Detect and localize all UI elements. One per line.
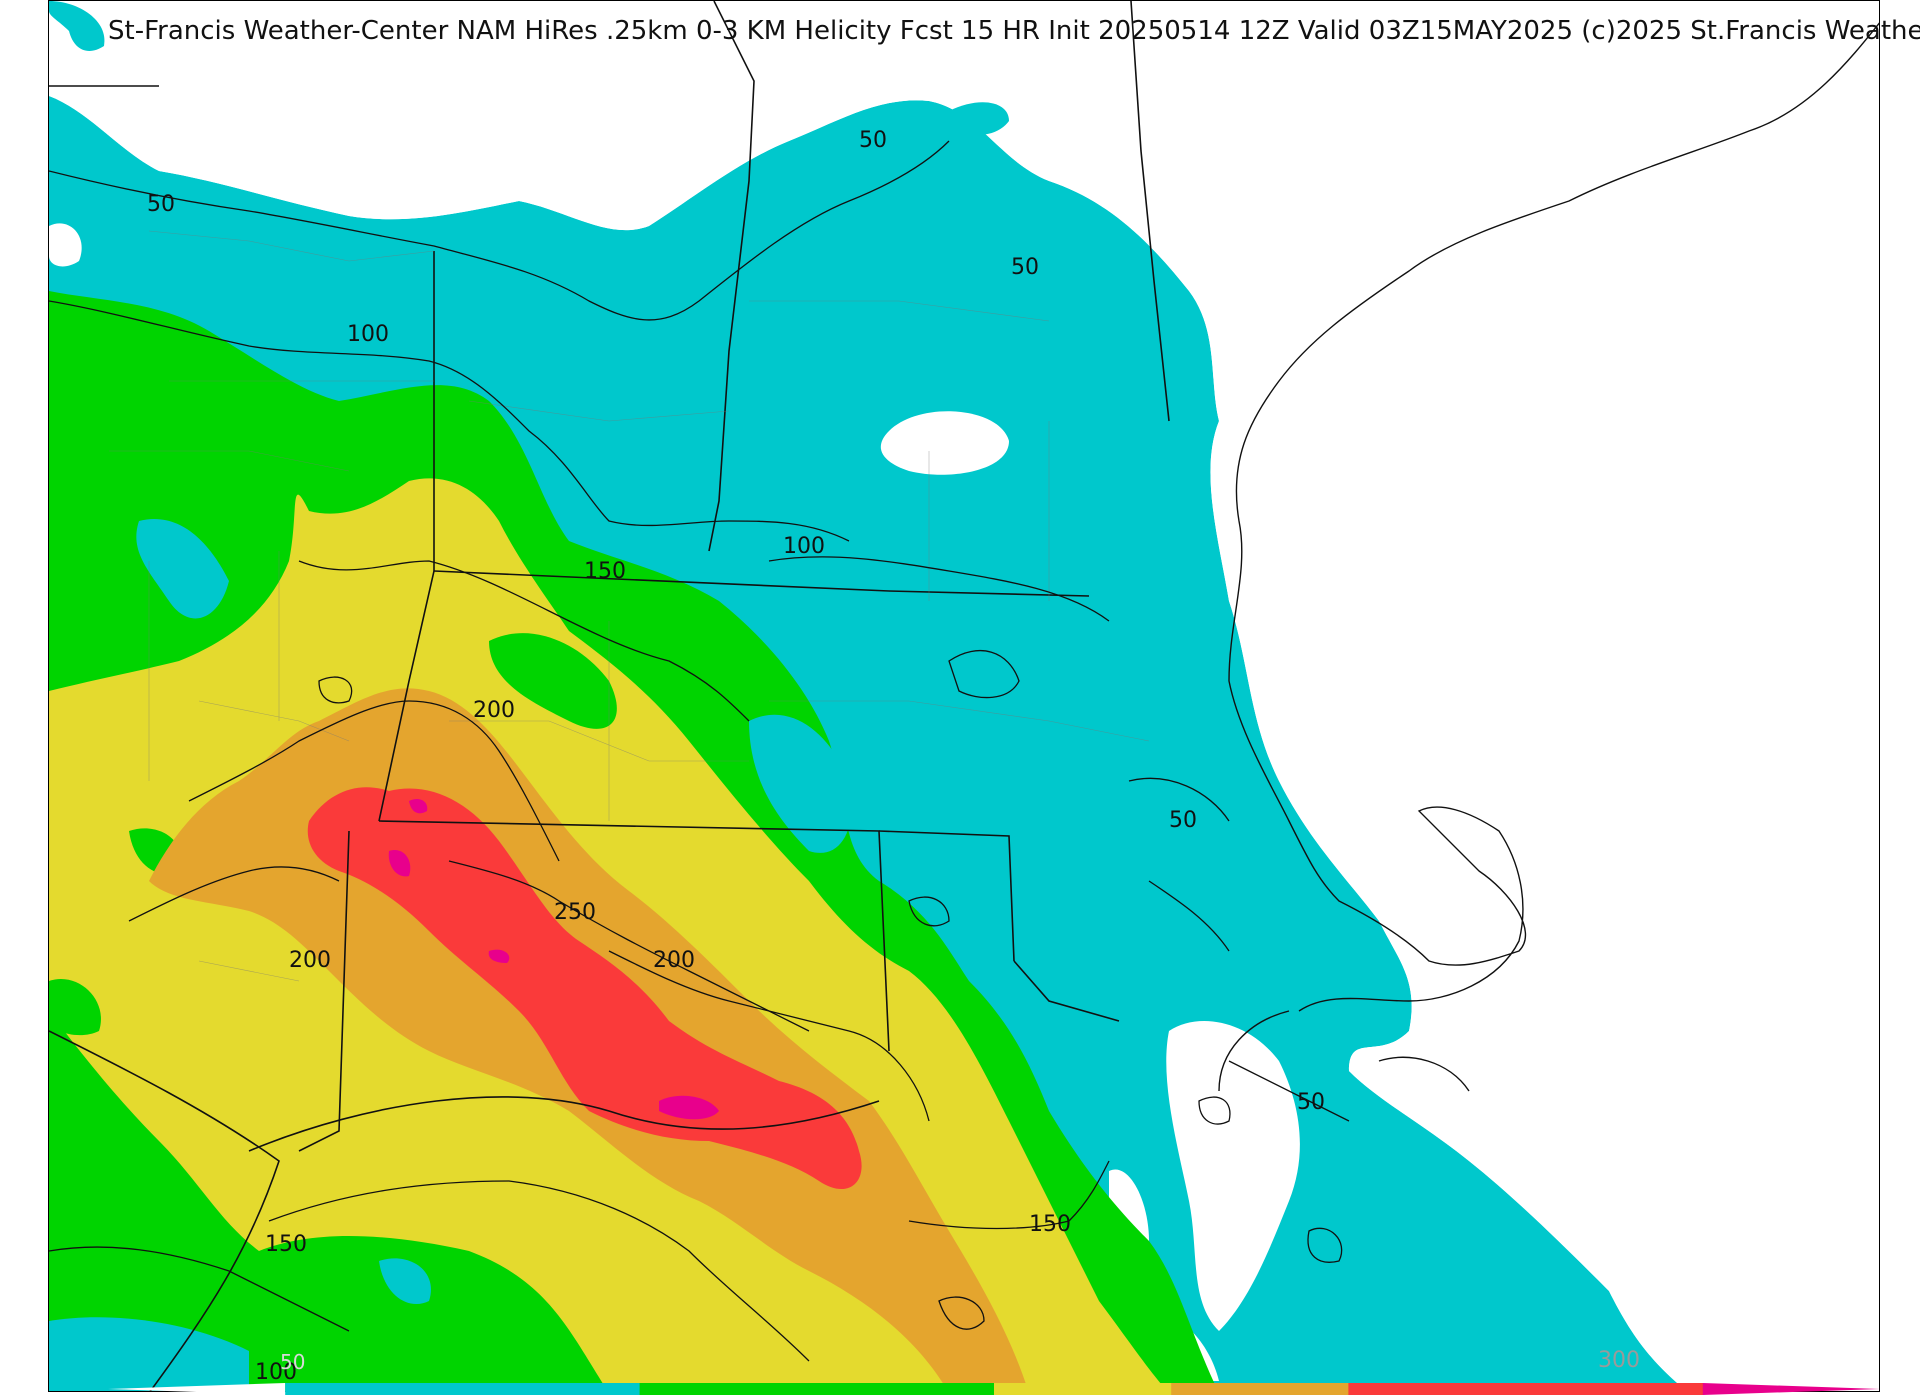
- contour-label: 150: [265, 1232, 307, 1257]
- map-title: St-Francis Weather-Center NAM HiRes .25k…: [108, 16, 1920, 46]
- helicity-field-cyan-islands: [49, 1, 1165, 319]
- contour-label: 200: [473, 698, 515, 723]
- colorbar-segment: [285, 1383, 463, 1395]
- map-frame: 50 50 50 50 50 100 100 100 150 150 150 2…: [48, 0, 1880, 1392]
- colorbar-label-300: 300: [1598, 1348, 1640, 1373]
- colorbar-segment: [1348, 1383, 1527, 1395]
- helicity-field-red: [307, 787, 862, 1190]
- coastline: [1218, 22, 1879, 1092]
- contour-label: 100: [255, 1360, 297, 1385]
- helicity-field-magenta: [388, 799, 719, 1120]
- colorbar-segment: [1171, 1383, 1349, 1395]
- colorbar-label-50: 50: [280, 1350, 306, 1374]
- helicity-contours: [49, 140, 1350, 1362]
- county-lines: [109, 230, 1150, 982]
- contour-label: 100: [783, 534, 825, 559]
- contour-label: 50: [859, 128, 887, 153]
- colorbar-segment: [1525, 1383, 1704, 1395]
- helicity-field-green-pocket: [49, 633, 617, 1036]
- colorbar-segments: [108, 1383, 1880, 1395]
- contour-label: 200: [653, 948, 695, 973]
- colorbar-segment: [994, 1383, 1172, 1395]
- contour-label: 250: [554, 900, 596, 925]
- contour-label: 150: [1029, 1212, 1071, 1237]
- colorbar-segment: [816, 1383, 995, 1395]
- colorbar-segment: [108, 1383, 286, 1395]
- helicity-field-clear: [49, 1, 1879, 1391]
- contour-labels: 50 50 50 50 50 100 100 100 150 150 150 2…: [147, 128, 1325, 1385]
- state-borders: [49, 1, 1170, 1391]
- helicity-map: 50 50 50 50 50 100 100 100 150 150 150 2…: [49, 1, 1879, 1391]
- colorbar-segment: [462, 1383, 641, 1395]
- contour-label: 50: [1011, 255, 1039, 280]
- contour-label: 150: [584, 559, 626, 584]
- contour-label: 50: [1169, 808, 1197, 833]
- colorbar-segment: [639, 1383, 818, 1395]
- contour-label: 50: [147, 192, 175, 217]
- colorbar-segment: [1702, 1383, 1880, 1395]
- contour-label: 100: [347, 322, 389, 347]
- colorbar: [108, 1383, 1880, 1395]
- contour-label: 50: [1297, 1090, 1325, 1115]
- helicity-field-cyan-pocket: [49, 519, 852, 1391]
- contour-label: 200: [289, 948, 331, 973]
